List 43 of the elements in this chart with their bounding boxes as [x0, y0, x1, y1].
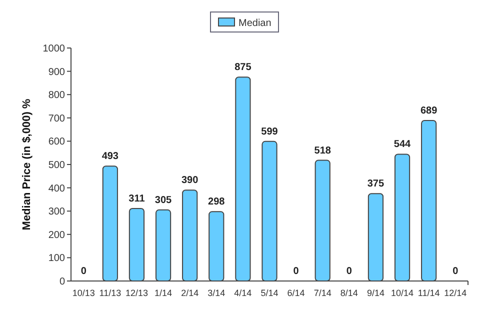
data-label: 0 [452, 266, 459, 277]
y-tick-label: 200 [48, 230, 66, 241]
data-label: 311 [128, 194, 146, 205]
y-tick-label: 100 [48, 253, 66, 264]
x-tick-label: 3/14 [208, 288, 226, 298]
x-tick-label: 11/13 [99, 288, 122, 298]
x-tick-label: 12/14 [444, 288, 467, 298]
x-tick-label: 6/14 [287, 288, 305, 298]
y-tick-label: 800 [48, 90, 66, 102]
data-label: 0 [293, 266, 300, 277]
x-tick-label: 7/14 [314, 288, 332, 298]
data-label: 493 [102, 151, 119, 162]
data-label: 305 [154, 194, 172, 206]
data-label: 375 [367, 178, 384, 190]
data-label: 518 [314, 145, 332, 156]
y-tick-label: 700 [48, 113, 66, 124]
data-label: 390 [181, 175, 199, 186]
data-label: 0 [346, 266, 352, 277]
y-tick-label: 900 [48, 66, 66, 78]
y-tick-label: 1000 [42, 44, 66, 54]
x-tick-label: 4/14 [234, 288, 252, 298]
data-label: 875 [234, 62, 252, 74]
x-tick-label: 5/14 [260, 288, 278, 298]
x-tick-label: 9/14 [366, 288, 384, 298]
x-tick-label: 12/13 [125, 288, 148, 298]
x-tick-label: 1/14 [154, 288, 172, 298]
data-label: 689 [420, 105, 438, 116]
legend-label: Median [238, 18, 272, 29]
y-tick-label: 600 [48, 136, 66, 148]
data-label: 544 [394, 139, 412, 150]
data-label: 298 [208, 196, 226, 208]
y-axis-title: Median Price (in $,000) % [21, 98, 33, 230]
x-tick-label: 10/13 [72, 288, 95, 298]
x-tick-label: 11/14 [418, 288, 440, 298]
x-tick-label: 2/14 [181, 288, 199, 298]
x-tick-label: 10/14 [391, 288, 414, 298]
y-tick-label: 500 [48, 160, 66, 171]
y-tick-label: 0 [59, 276, 66, 288]
data-label: 599 [261, 126, 278, 138]
y-tick-label: 400 [48, 183, 66, 194]
y-tick-label: 300 [48, 206, 66, 218]
data-label: 0 [80, 266, 87, 277]
x-tick-label: 8/14 [340, 288, 358, 298]
